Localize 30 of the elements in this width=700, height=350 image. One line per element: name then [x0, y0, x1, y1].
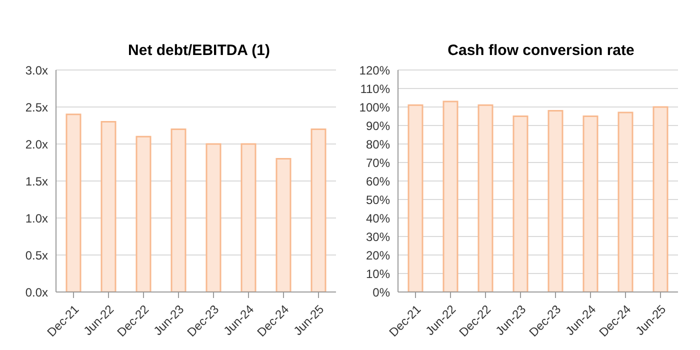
y-tick-label: 0.0x — [25, 285, 48, 300]
y-tick-label: 60% — [366, 174, 390, 188]
bar — [136, 136, 152, 292]
y-tick-label: 10% — [366, 266, 390, 281]
y-tick-label: 110% — [360, 82, 390, 96]
y-tick-label: 0% — [372, 285, 390, 300]
y-tick-label: 90% — [366, 118, 390, 133]
y-tick-label: 1.0x — [25, 211, 48, 226]
chart-title: Net debt/EBITDA (1) — [127, 42, 271, 61]
y-tick-label: 20% — [366, 248, 390, 262]
bar — [170, 128, 186, 292]
bar — [310, 128, 326, 292]
y-tick-label: 100% — [359, 100, 390, 114]
y-tick-label: 0.5x — [25, 248, 48, 262]
bar — [240, 143, 256, 292]
y-tick-label: 2.5x — [25, 100, 48, 114]
y-tick-label: 80% — [366, 137, 390, 152]
bar — [66, 114, 82, 292]
chart-title: Cash flow conversion rate — [446, 42, 636, 61]
y-tick-label: 2.0x — [25, 137, 48, 152]
y-tick-label: 50% — [366, 192, 390, 207]
y-tick-label: 30% — [366, 230, 390, 244]
bar — [276, 158, 292, 292]
y-tick-label: 70% — [366, 156, 390, 170]
bar — [206, 143, 222, 292]
y-tick-label: 3.0x — [25, 63, 48, 78]
y-tick-label: 40% — [366, 211, 390, 226]
bar — [100, 121, 116, 292]
y-tick-label: 1.5x — [25, 174, 48, 188]
y-tick-label: 120% — [359, 63, 390, 78]
